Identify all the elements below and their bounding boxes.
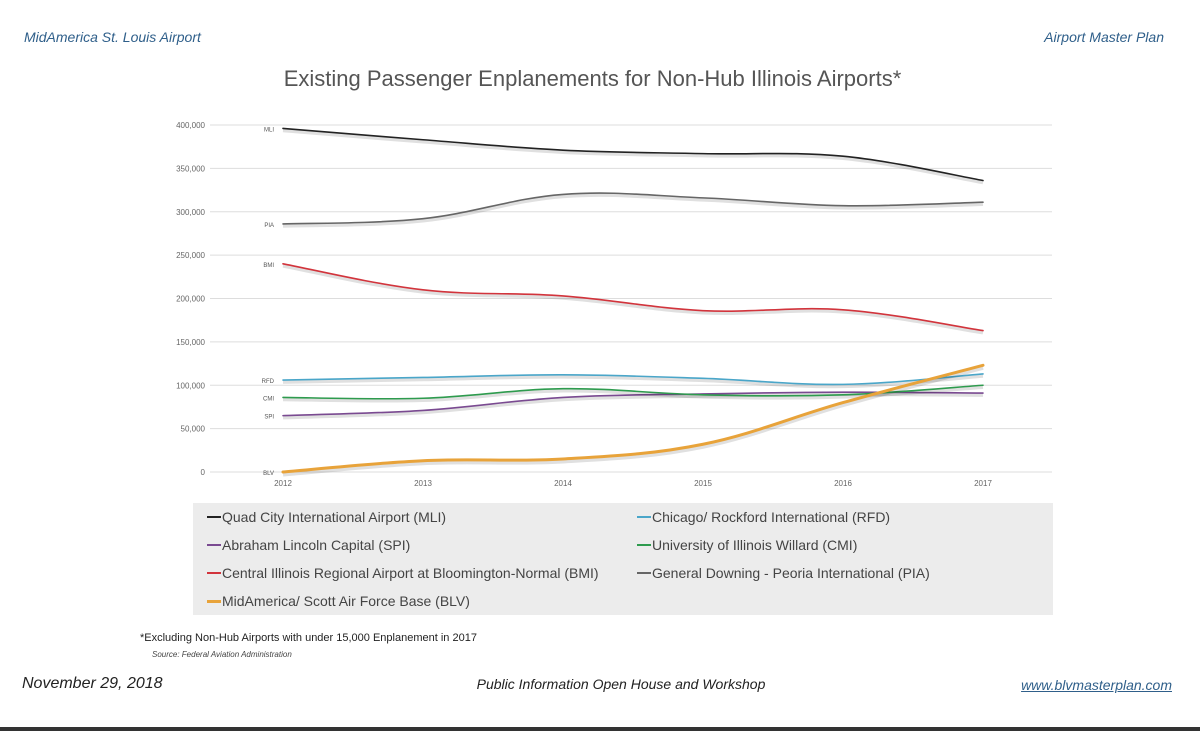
x-tick-label: 2017 bbox=[974, 479, 992, 488]
chart-legend: Quad City International Airport (MLI) Chi… bbox=[193, 503, 1053, 615]
x-tick-label: 2013 bbox=[414, 479, 432, 488]
series-label-rfd: RFD bbox=[262, 379, 275, 385]
footnote: *Excluding Non-Hub Airports with under 1… bbox=[140, 632, 477, 644]
legend-label: MidAmerica/ Scott Air Force Base (BLV) bbox=[222, 593, 470, 609]
series-labels: MLI RFD SPI CMI BMI PIA BLV bbox=[262, 127, 275, 477]
footer-date: November 29, 2018 bbox=[22, 675, 163, 692]
series-label-blv: BLV bbox=[263, 471, 274, 477]
source-note: Source: Federal Aviation Administration bbox=[152, 650, 292, 659]
legend-swatch bbox=[207, 599, 221, 603]
legend-label: Chicago/ Rockford International (RFD) bbox=[652, 509, 891, 525]
x-tick-labels: 2012 2013 2014 2015 2016 2017 bbox=[274, 479, 992, 488]
y-tick-label: 100,000 bbox=[176, 381, 205, 390]
grid-layer bbox=[210, 124, 1052, 473]
legend-label: Abraham Lincoln Capital (SPI) bbox=[222, 537, 411, 553]
series-line-cmi bbox=[282, 384, 984, 400]
series-shadow-mli bbox=[282, 128, 984, 185]
series-line-spi bbox=[282, 391, 984, 417]
bottom-bar bbox=[0, 727, 1200, 731]
series-label-bmi: BMI bbox=[263, 263, 274, 269]
legend-swatch bbox=[637, 516, 651, 518]
footer-event: Public Information Open House and Worksh… bbox=[476, 676, 766, 692]
x-tick-label: 2014 bbox=[554, 479, 572, 488]
series-shadow-cmi bbox=[282, 385, 984, 403]
legend-item-mli: Quad City International Airport (MLI) bbox=[207, 509, 446, 525]
y-tick-labels: 0 50,000 100,000 150,000 200,000 250,000 300,0… bbox=[176, 121, 205, 477]
legend-item-pia: General Downing - Peoria International (… bbox=[637, 565, 930, 581]
series-label-spi: SPI bbox=[264, 415, 274, 421]
y-tick-label: 200,000 bbox=[176, 295, 205, 304]
y-tick-label: 0 bbox=[201, 468, 206, 477]
legend-item-cmi: University of Illinois Willard (CMI) bbox=[637, 537, 857, 553]
series-line-blv bbox=[281, 363, 985, 474]
series-shadow-pia bbox=[282, 193, 984, 228]
series-line-mli bbox=[282, 127, 984, 182]
legend-swatch bbox=[207, 572, 221, 574]
legend-label: General Downing - Peoria International (… bbox=[652, 565, 930, 581]
legend-item-bmi: Central Illinois Regional Airport at Blo… bbox=[207, 565, 599, 581]
series-shadow-blv bbox=[282, 364, 984, 477]
line-chart: 0 50,000 100,000 150,000 200,000 250,000 300,0… bbox=[176, 121, 1052, 488]
header-left-title: MidAmerica St. Louis Airport bbox=[24, 29, 201, 45]
legend-swatch bbox=[637, 572, 651, 574]
x-tick-label: 2016 bbox=[834, 479, 852, 488]
y-tick-label: 350,000 bbox=[176, 164, 205, 173]
legend-item-spi: Abraham Lincoln Capital (SPI) bbox=[207, 537, 410, 553]
series-line-rfd bbox=[282, 373, 984, 386]
series-layer bbox=[281, 127, 985, 477]
series-label-pia: PIA bbox=[264, 223, 274, 229]
y-tick-label: 50,000 bbox=[181, 425, 206, 434]
y-tick-label: 300,000 bbox=[176, 208, 205, 217]
series-shadow-spi bbox=[282, 392, 984, 420]
y-tick-label: 150,000 bbox=[176, 338, 205, 347]
y-tick-label: 400,000 bbox=[176, 121, 205, 130]
y-tick-label: 250,000 bbox=[176, 251, 205, 260]
legend-label: Central Illinois Regional Airport at Blo… bbox=[222, 565, 599, 581]
series-line-pia bbox=[282, 192, 984, 225]
header-right-title: Airport Master Plan bbox=[1044, 29, 1164, 45]
legend-item-blv: MidAmerica/ Scott Air Force Base (BLV) bbox=[207, 593, 470, 609]
series-label-cmi: CMI bbox=[263, 396, 274, 402]
x-tick-label: 2015 bbox=[694, 479, 712, 488]
legend-item-rfd: Chicago/ Rockford International (RFD) bbox=[637, 509, 890, 525]
footer-website-link[interactable]: www.blvmasterplan.com bbox=[1021, 677, 1172, 693]
x-tick-label: 2012 bbox=[274, 479, 292, 488]
series-label-mli: MLI bbox=[264, 127, 274, 133]
chart-title: Existing Passenger Enplanements for Non-… bbox=[283, 66, 902, 91]
legend-label: University of Illinois Willard (CMI) bbox=[652, 537, 858, 553]
series-shadow-bmi bbox=[282, 264, 984, 335]
legend-label: Quad City International Airport (MLI) bbox=[222, 509, 447, 525]
legend-swatch bbox=[207, 516, 221, 518]
legend-swatch bbox=[207, 544, 221, 546]
series-shadow-rfd bbox=[282, 374, 984, 389]
series-line-bmi bbox=[282, 263, 984, 332]
legend-swatch bbox=[637, 544, 651, 546]
